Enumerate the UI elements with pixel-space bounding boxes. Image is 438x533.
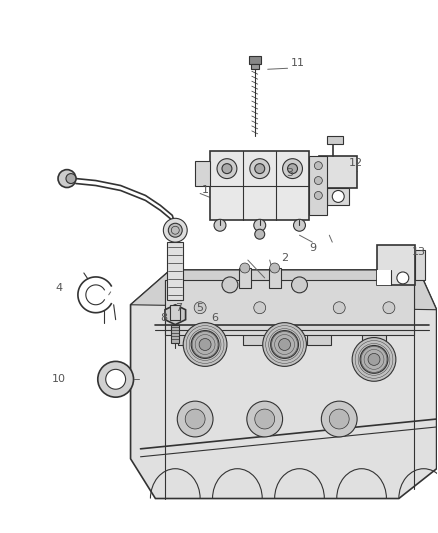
- Circle shape: [333, 302, 345, 314]
- Bar: [362, 305, 386, 344]
- Circle shape: [58, 169, 76, 188]
- Circle shape: [199, 338, 211, 351]
- Bar: [307, 305, 331, 344]
- Circle shape: [314, 161, 322, 169]
- Bar: [167, 242, 183, 300]
- Circle shape: [279, 338, 290, 351]
- Circle shape: [354, 285, 394, 325]
- Circle shape: [362, 293, 386, 317]
- Circle shape: [170, 285, 210, 325]
- Bar: [319, 156, 357, 188]
- Bar: [268, 268, 281, 288]
- Circle shape: [254, 302, 266, 314]
- Circle shape: [368, 353, 380, 365]
- Circle shape: [332, 190, 344, 203]
- Bar: [249, 56, 261, 64]
- Text: 11: 11: [290, 58, 304, 68]
- Bar: [210, 151, 309, 220]
- Circle shape: [314, 191, 322, 199]
- Circle shape: [292, 277, 307, 293]
- Circle shape: [240, 263, 250, 273]
- Polygon shape: [377, 270, 391, 285]
- Polygon shape: [165, 305, 186, 325]
- Bar: [170, 305, 180, 320]
- Circle shape: [243, 293, 267, 317]
- Text: 3: 3: [286, 167, 293, 177]
- Circle shape: [352, 337, 396, 381]
- Bar: [171, 325, 179, 343]
- Bar: [239, 268, 251, 288]
- Circle shape: [250, 159, 270, 179]
- Text: 6: 6: [212, 313, 219, 322]
- Bar: [415, 250, 425, 280]
- Circle shape: [191, 330, 219, 358]
- Circle shape: [66, 174, 76, 183]
- Circle shape: [178, 293, 202, 317]
- Circle shape: [288, 164, 297, 174]
- Circle shape: [270, 263, 279, 273]
- Text: 2: 2: [281, 253, 288, 263]
- Circle shape: [235, 285, 275, 325]
- Circle shape: [177, 401, 213, 437]
- Circle shape: [383, 302, 395, 314]
- Text: 7: 7: [175, 303, 182, 313]
- Text: 5: 5: [197, 303, 204, 313]
- Circle shape: [314, 176, 322, 184]
- Circle shape: [321, 401, 357, 437]
- Circle shape: [106, 369, 126, 389]
- Circle shape: [329, 409, 349, 429]
- Circle shape: [168, 223, 182, 237]
- Text: 9: 9: [309, 243, 316, 253]
- Text: 1: 1: [201, 185, 208, 196]
- Circle shape: [222, 164, 232, 174]
- Bar: [165, 280, 414, 335]
- Circle shape: [263, 322, 307, 366]
- Circle shape: [222, 277, 238, 293]
- Bar: [377, 245, 415, 285]
- Text: 4: 4: [56, 283, 63, 293]
- Circle shape: [283, 159, 303, 179]
- Text: 12: 12: [349, 158, 363, 168]
- Circle shape: [397, 272, 409, 284]
- Circle shape: [255, 229, 265, 239]
- Circle shape: [194, 302, 206, 314]
- Polygon shape: [131, 270, 437, 310]
- Text: 10: 10: [52, 374, 66, 384]
- Circle shape: [307, 293, 331, 317]
- Circle shape: [300, 285, 339, 325]
- Polygon shape: [131, 270, 437, 498]
- Circle shape: [98, 361, 134, 397]
- Circle shape: [254, 219, 266, 231]
- Bar: [178, 305, 202, 344]
- Bar: [327, 136, 343, 144]
- Circle shape: [247, 401, 283, 437]
- Bar: [327, 188, 349, 205]
- Circle shape: [293, 219, 305, 231]
- Circle shape: [255, 164, 265, 174]
- Circle shape: [183, 322, 227, 366]
- Circle shape: [217, 159, 237, 179]
- Circle shape: [271, 330, 298, 358]
- Bar: [195, 160, 210, 185]
- Bar: [243, 305, 267, 344]
- Circle shape: [185, 409, 205, 429]
- Circle shape: [255, 409, 275, 429]
- Circle shape: [360, 345, 388, 373]
- Text: 8: 8: [160, 313, 167, 322]
- Text: 13: 13: [412, 247, 426, 257]
- Bar: [251, 64, 259, 69]
- Bar: [309, 156, 327, 215]
- Circle shape: [214, 219, 226, 231]
- Circle shape: [163, 219, 187, 242]
